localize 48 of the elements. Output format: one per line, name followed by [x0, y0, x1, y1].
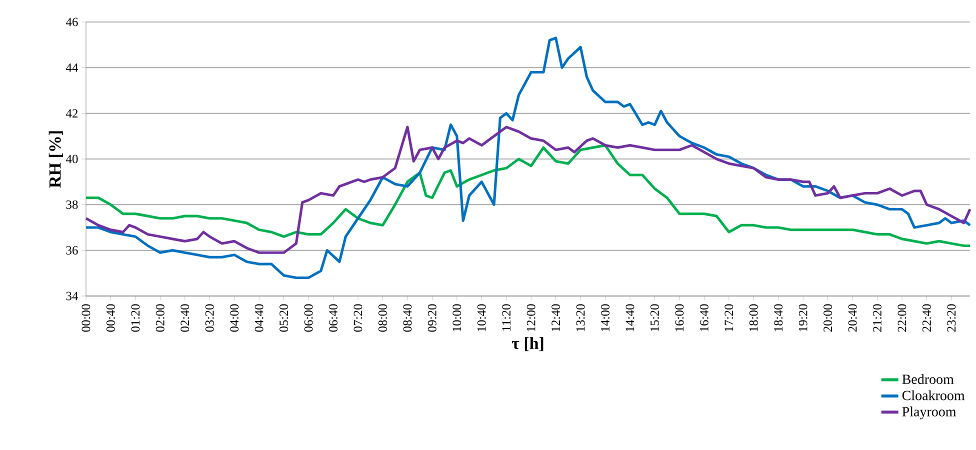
x-axis-title: τ [h]	[512, 337, 544, 352]
x-tick-label: 07:20	[354, 304, 362, 332]
x-tick-label: 22:40	[922, 304, 931, 332]
x-tick-label: 12:00	[526, 304, 536, 332]
x-tick-label: 04:00	[230, 304, 239, 332]
x-tick-label: 14:00	[601, 304, 610, 332]
x-tick-label: 11:20	[502, 304, 511, 331]
x-tick-label: 17:20	[724, 304, 734, 332]
y-tick-label: 42	[66, 109, 78, 118]
y-tick-label: 44	[66, 64, 78, 72]
x-tick-label: 22:00	[898, 304, 906, 332]
legend-label: Bedroom	[902, 374, 954, 384]
y-tick-label: 36	[66, 246, 78, 255]
x-tick-label: 16:40	[700, 304, 708, 332]
x-tick-label: 10:40	[477, 304, 486, 332]
y-tick-label: 38	[66, 200, 78, 209]
x-tick-label: 09:20	[428, 304, 436, 332]
x-tick-label: 05:20	[280, 304, 288, 332]
x-tick-label: 00:40	[106, 304, 115, 332]
x-tick-label: 20:40	[848, 304, 857, 332]
x-tick-label: 15:20	[650, 304, 659, 332]
y-tick-label: 46	[66, 18, 78, 26]
x-tick-label: 20:00	[824, 304, 832, 332]
x-tick-label: 03:20	[205, 304, 214, 332]
x-tick-label: 04:40	[254, 304, 264, 332]
x-tick-label: 08:40	[403, 304, 412, 332]
x-tick-label: 23:20	[947, 304, 956, 332]
x-tick-label: 02:00	[156, 304, 164, 332]
x-tick-label: 00:00	[82, 304, 90, 332]
x-tick-label: 13:20	[576, 304, 585, 332]
x-tick-label: 16:00	[675, 304, 684, 332]
y-tick-label: 34	[66, 292, 78, 300]
x-tick-label: 06:40	[329, 304, 338, 332]
x-tick-label: 14:40	[626, 304, 634, 332]
legend-label: Cloakroom	[902, 390, 965, 400]
y-axis-title: RH [%]	[48, 131, 63, 188]
x-tick-label: 06:00	[304, 304, 313, 332]
x-tick-label: 18:40	[774, 304, 783, 332]
x-tick-label: 10:00	[452, 304, 462, 332]
x-tick-label: 08:00	[378, 304, 387, 332]
legend-label: Playroom	[902, 406, 956, 420]
x-tick-label: 18:00	[749, 304, 758, 332]
x-tick-label: 12:40	[552, 304, 560, 332]
x-tick-label: 19:20	[798, 304, 808, 332]
x-tick-label: 21:20	[873, 304, 882, 332]
x-tick-label: 02:40	[180, 304, 190, 332]
x-tick-label: 01:20	[131, 304, 140, 332]
y-tick-label: 40	[66, 154, 78, 164]
